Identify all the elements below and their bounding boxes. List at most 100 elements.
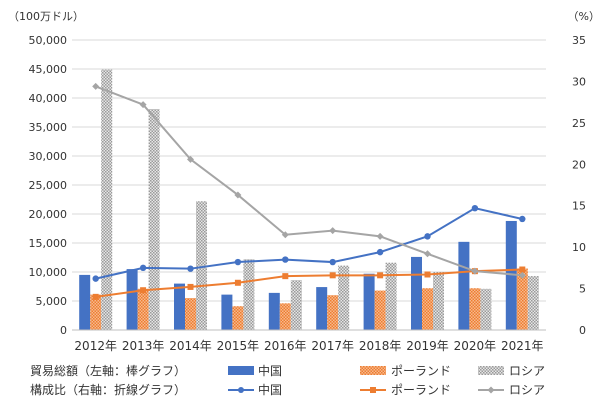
left-axis-unit: （100万ドル）	[8, 10, 84, 23]
point-russia	[139, 101, 147, 109]
x-tick-label: 2015年	[217, 339, 260, 353]
gridlines	[72, 39, 546, 302]
bar-poland	[137, 288, 149, 330]
lines	[92, 82, 526, 300]
bar-poland	[374, 290, 386, 330]
point-china	[234, 258, 242, 266]
bar-china	[221, 294, 233, 330]
point-russia	[518, 271, 526, 279]
legend: 貿易総額（左軸：棒グラフ） 構成比（右軸：折線グラフ） 中国 ポーランド ロシア…	[30, 363, 545, 397]
point-poland	[329, 272, 336, 279]
right-tick-label: 30	[572, 75, 586, 88]
point-russia	[281, 231, 289, 239]
left-tick-label: 0	[60, 324, 67, 337]
left-tick-label: 35,000	[29, 121, 68, 134]
bar-poland	[422, 288, 433, 330]
bar-russia	[101, 69, 113, 330]
point-poland	[424, 271, 431, 278]
left-tick-label: 25,000	[29, 179, 68, 192]
right-tick-label: 20	[572, 158, 586, 171]
point-china	[471, 205, 479, 212]
x-tick-label: 2021年	[501, 339, 544, 353]
right-tick-label: 10	[572, 241, 586, 254]
left-tick-label: 40,000	[29, 92, 68, 105]
x-tick-label: 2019年	[406, 339, 449, 353]
legend-line-poland-label: ポーランド	[391, 383, 451, 397]
point-russia	[92, 82, 100, 90]
point-russia	[424, 250, 431, 258]
bar-poland	[90, 294, 102, 330]
point-russia	[376, 232, 384, 240]
legend-line-russia-marker	[487, 386, 495, 394]
bar-russia	[480, 288, 492, 330]
point-russia	[187, 155, 194, 163]
bar-china	[268, 292, 280, 330]
point-poland	[140, 287, 147, 294]
bar-poland	[232, 306, 244, 330]
bar-china	[363, 273, 375, 330]
legend-line-china-label: 中国	[258, 382, 282, 397]
right-tick-label: 25	[572, 117, 586, 130]
left-tick-label: 50,000	[29, 34, 68, 47]
line-russia	[95, 85, 523, 277]
point-poland	[519, 266, 526, 273]
bar-russia	[196, 201, 207, 330]
line-china	[95, 207, 523, 280]
bar-russia	[290, 280, 302, 330]
point-poland	[187, 283, 194, 290]
point-china	[424, 233, 431, 240]
legend-line-group-label: 構成比（右軸：折線グラフ）	[30, 382, 186, 397]
legend-bar-china-swatch	[228, 366, 254, 375]
right-axis-unit: （%）	[568, 10, 600, 23]
point-china	[519, 215, 526, 223]
bar-poland	[327, 295, 339, 330]
x-tick-label: 2012年	[74, 339, 117, 353]
bar-china	[126, 269, 138, 330]
bar-russia	[338, 265, 350, 330]
point-china	[92, 275, 99, 282]
point-russia	[234, 191, 242, 199]
x-tick-label: 2016年	[264, 339, 307, 353]
left-tick-label: 45,000	[29, 63, 68, 76]
point-poland	[282, 273, 289, 280]
x-tick-label: 2013年	[122, 339, 165, 353]
right-tick-label: 0	[579, 324, 586, 337]
bar-russia	[385, 262, 397, 330]
bars	[79, 69, 539, 331]
x-tick-label: 2017年	[311, 339, 354, 353]
point-china	[376, 248, 384, 256]
point-russia	[329, 227, 337, 235]
axes: 0 5,000 10,000 15,000 20,000 25,000 30,000 35,0…	[29, 34, 587, 353]
right-tick-label: 5	[579, 283, 586, 296]
x-tick-label: 2020年	[454, 339, 497, 353]
bar-russia	[148, 109, 160, 331]
left-tick-label: 20,000	[29, 208, 68, 221]
legend-bar-russia-swatch	[478, 366, 504, 375]
bar-poland	[469, 288, 481, 330]
point-poland	[377, 272, 384, 279]
left-tick-label: 30,000	[29, 150, 68, 163]
point-china	[139, 264, 147, 272]
line-poland	[95, 268, 523, 298]
legend-line-russia-label: ロシア	[509, 383, 545, 397]
bar-russia	[433, 272, 444, 330]
left-tick-label: 10,000	[29, 266, 68, 279]
point-china	[329, 258, 336, 266]
bar-china	[174, 283, 185, 330]
point-china	[187, 265, 194, 272]
left-tick-label: 15,000	[29, 237, 68, 250]
x-tick-label: 2018年	[359, 339, 402, 353]
bar-china	[411, 256, 422, 330]
point-poland	[92, 293, 99, 300]
bar-china	[316, 287, 328, 330]
point-china	[282, 256, 289, 263]
legend-line-poland-marker	[370, 387, 376, 393]
legend-bar-poland-swatch	[360, 366, 386, 375]
bar-china	[505, 220, 517, 330]
legend-bar-group-label: 貿易総額（左軸：棒グラフ）	[30, 363, 186, 378]
bar-russia	[243, 259, 255, 330]
bar-poland	[185, 298, 196, 330]
bar-china	[79, 274, 91, 330]
